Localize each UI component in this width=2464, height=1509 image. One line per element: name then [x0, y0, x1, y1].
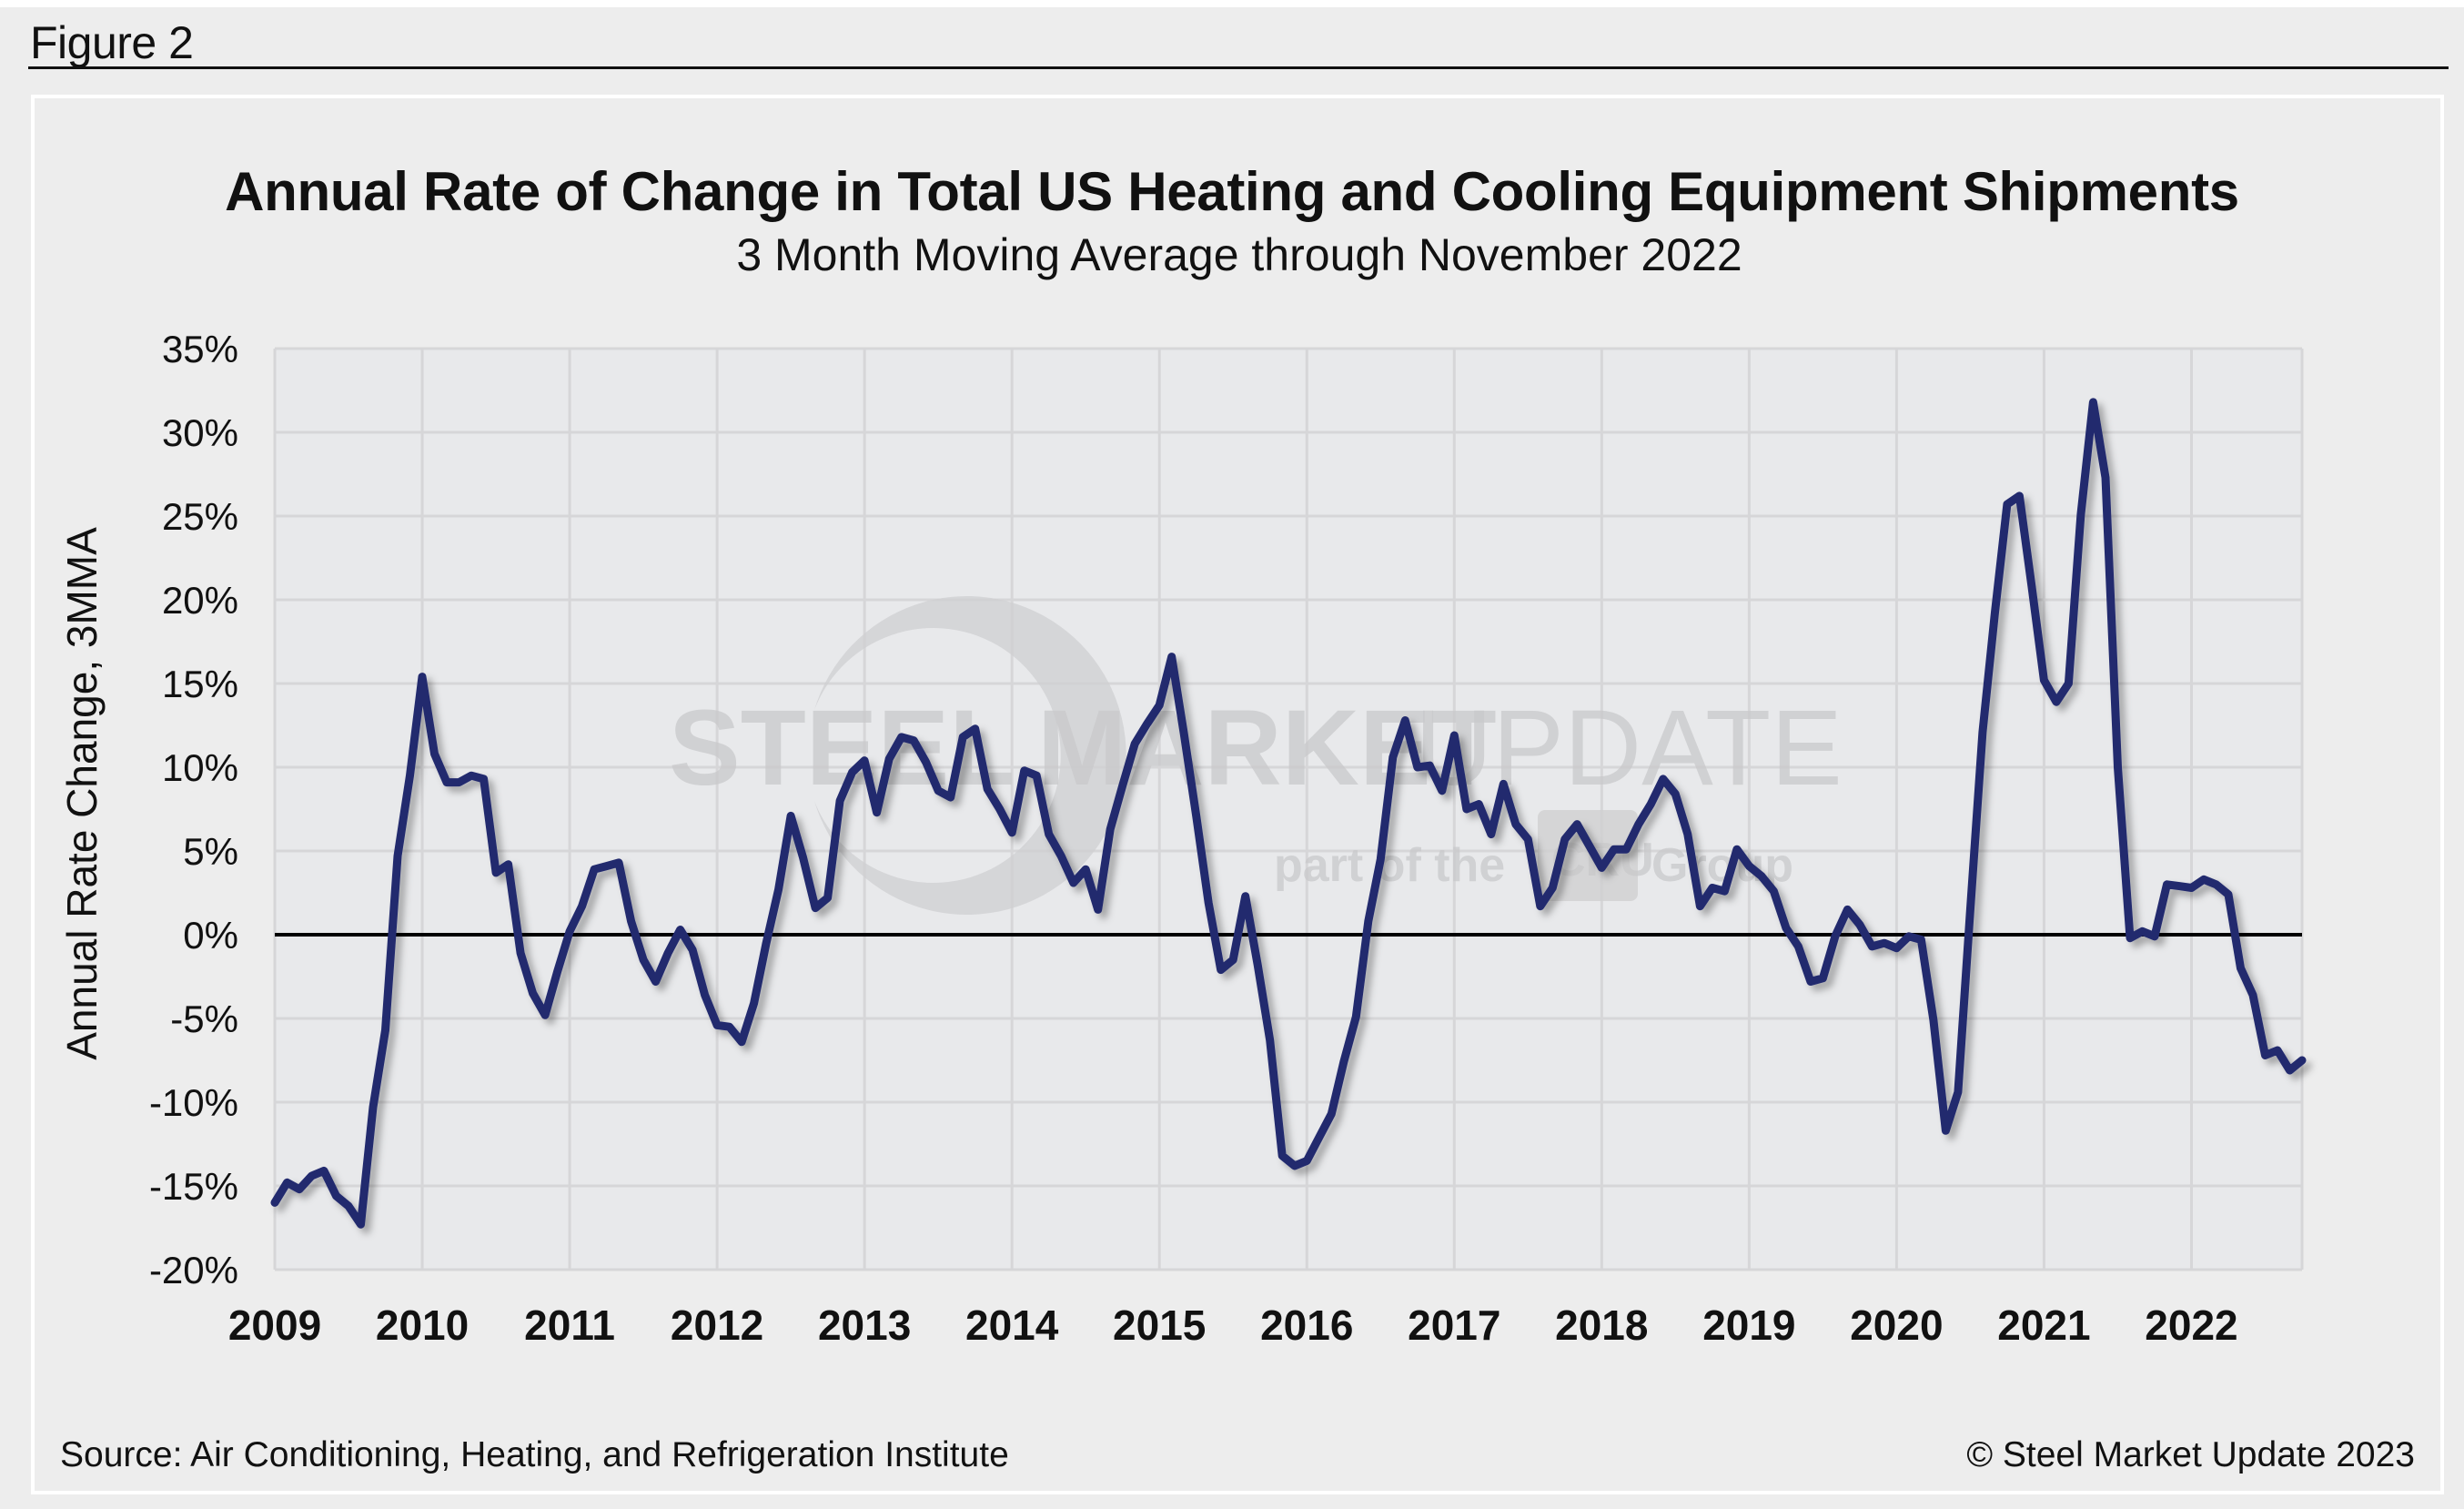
y-tick-label: 25%	[162, 495, 238, 538]
figure-header-rule	[28, 66, 2449, 69]
y-tick-label: 10%	[162, 746, 238, 789]
watermark-brand-update: UPDATE	[1415, 688, 1843, 808]
plot-area	[275, 349, 2302, 1270]
watermark-tagline-pre: part of the	[1274, 839, 1505, 892]
x-tick-label: 2015	[1113, 1301, 1206, 1349]
y-tick-label: -15%	[149, 1165, 238, 1208]
x-tick-label: 2020	[1850, 1301, 1943, 1349]
x-tick-label: 2009	[228, 1301, 321, 1349]
copyright-note: © Steel Market Update 2023	[1966, 1435, 2415, 1474]
x-axis-ticks: 2009 2010 2011 2012 2013 2014 2015 2016 2017 2018…	[228, 1301, 2238, 1349]
series-line	[270, 398, 2307, 1229]
y-tick-label: -10%	[149, 1081, 238, 1124]
y-tick-label: -20%	[149, 1249, 238, 1291]
watermark-cru-logo-icon	[1538, 810, 1638, 901]
source-note: Source: Air Conditioning, Heating, and R…	[60, 1435, 1009, 1474]
y-tick-label: 30%	[162, 411, 238, 454]
figure-label: Figure 2	[30, 17, 194, 68]
y-tick-label: 15%	[162, 663, 238, 705]
y-axis-title: Annual Rate Change, 3MMA	[58, 527, 106, 1060]
x-tick-label: 2014	[965, 1301, 1059, 1349]
series-group	[270, 398, 2307, 1229]
y-tick-label: 35%	[162, 328, 238, 370]
x-tick-label: 2021	[1997, 1301, 2090, 1349]
y-tick-label: -5%	[170, 998, 238, 1040]
x-tick-label: 2010	[376, 1301, 469, 1349]
x-tick-label: 2016	[1260, 1301, 1353, 1349]
x-tick-label: 2022	[2145, 1301, 2237, 1349]
x-tick-label: 2017	[1408, 1301, 1500, 1349]
y-tick-label: 5%	[183, 830, 238, 873]
watermark-brand-market: MARKET	[1037, 688, 1497, 808]
x-tick-label: 2019	[1702, 1301, 1795, 1349]
y-tick-label: 0%	[183, 914, 238, 957]
y-tick-label: 20%	[162, 579, 238, 622]
x-tick-label: 2012	[671, 1301, 763, 1349]
x-tick-label: 2018	[1555, 1301, 1648, 1349]
chart-subtitle: 3 Month Moving Average through November …	[736, 229, 1742, 280]
x-tick-label: 2011	[524, 1301, 615, 1349]
y-axis-ticks: 35% 30% 25% 20% 15% 10% 5% 0% -5% -10% -15% -20%	[149, 328, 238, 1291]
x-tick-label: 2013	[818, 1301, 911, 1349]
chart-title: Annual Rate of Change in Total US Heatin…	[225, 161, 2239, 222]
